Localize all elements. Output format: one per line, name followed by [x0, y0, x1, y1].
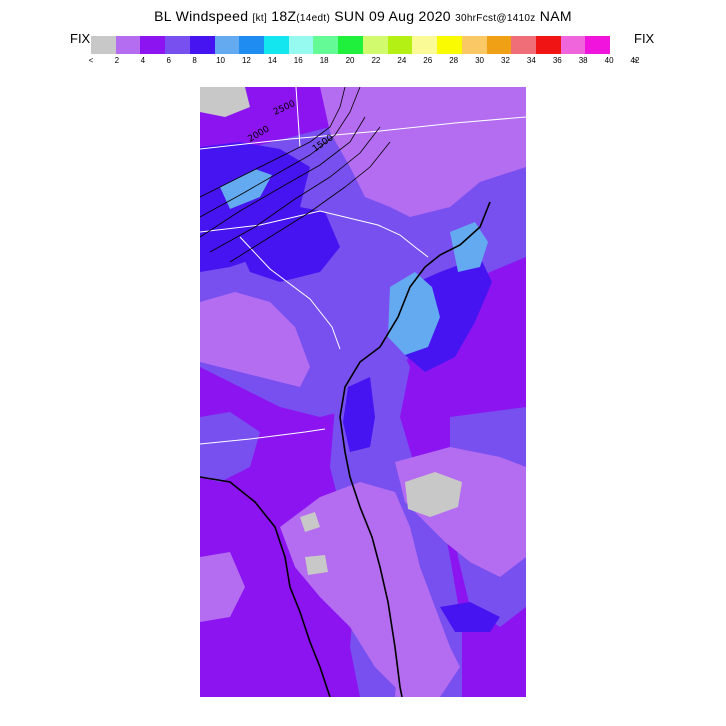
legend-tick-32: 32 — [501, 56, 510, 65]
lilac-region-west — [200, 292, 310, 387]
color-legend-ticks: < > 2 4 6 8 10 12 14 16 18 20 22 24 26 28 30 32 34 36 38 40… — [80, 56, 650, 68]
legend-swatch-20 — [585, 36, 611, 54]
legend-tick-6: 6 — [166, 56, 171, 65]
legend-swatch-2 — [140, 36, 166, 54]
legend-tick-greater: > — [632, 56, 638, 65]
legend-swatch-7 — [264, 36, 289, 54]
gray-region-offshore — [405, 472, 462, 517]
legend-swatch-4 — [189, 36, 215, 54]
windspeed-map-svg: 2500 2000 1500 — [200, 87, 526, 697]
color-legend-bar — [91, 36, 635, 54]
legend-swatch-18 — [535, 36, 561, 54]
gray-region-inland — [300, 512, 320, 532]
gray-region-northwest — [200, 87, 250, 117]
contour-line-2 — [200, 87, 361, 218]
legend-tick-28: 28 — [449, 56, 459, 65]
contour-line-3 — [200, 116, 366, 238]
legend-swatch-19 — [560, 36, 586, 54]
legend-swatch-8 — [288, 36, 314, 54]
legend-swatch-14 — [437, 36, 462, 54]
legend-tick-30: 30 — [475, 56, 485, 65]
gray-region-south — [305, 555, 328, 575]
lilac-region-northeast — [320, 87, 526, 217]
state-boundary-ga-fl — [200, 428, 326, 445]
legend-tick-34: 34 — [526, 56, 536, 65]
light-blue-region-offshore-small — [450, 222, 488, 272]
title-model: NAM — [539, 8, 572, 24]
state-boundary-al-ga — [295, 87, 301, 148]
contour-line-5 — [229, 141, 391, 263]
legend-tick-less: < — [88, 56, 94, 65]
blue-region-south — [440, 602, 500, 632]
blue-region-northwest — [200, 142, 310, 272]
legend-swatch-12 — [387, 36, 413, 54]
legend-tick-42: 42 — [630, 56, 640, 65]
title-time: 18Z — [271, 8, 297, 24]
legend-swatch-6 — [239, 36, 265, 54]
title-local: (14edt) — [296, 13, 331, 24]
map-title: BL Windspeed [kt] 18Z(14edt) SUN 09 Aug … — [0, 8, 726, 24]
legend-fix-left-label: FIX — [70, 31, 91, 46]
windspeed-map: 2500 2000 1500 — [200, 87, 526, 697]
height-contours — [200, 87, 391, 263]
legend-swatch-0 — [91, 36, 116, 54]
coastline-gulf — [200, 476, 331, 697]
contour-line-1 — [200, 87, 346, 198]
lilac-region-southwest — [200, 552, 245, 622]
light-blue-region-offshore-large — [388, 272, 440, 355]
legend-swatch-13 — [412, 36, 438, 54]
blue-region-central — [230, 205, 340, 282]
state-boundaries — [200, 87, 526, 445]
legend-tick-8: 8 — [192, 56, 197, 65]
legend-swatch-5 — [214, 36, 240, 54]
state-boundary-va-nc — [200, 116, 526, 150]
legend-swatch-16 — [486, 36, 512, 54]
title-main: BL Windspeed — [154, 8, 249, 24]
legend-tick-2: 2 — [114, 56, 120, 65]
legend-swatch-17 — [511, 36, 536, 54]
blue-violet-region-west — [200, 412, 260, 482]
legend-tick-12: 12 — [241, 56, 251, 65]
legend-tick-20: 20 — [345, 56, 355, 65]
legend-tick-38: 38 — [578, 56, 588, 65]
legend-tick-14: 14 — [267, 56, 277, 65]
state-boundary-sc-ga — [239, 236, 341, 350]
coastline-atlantic — [339, 201, 491, 697]
coastline — [200, 201, 491, 697]
legend-swatch-9 — [313, 36, 339, 54]
legend-tick-22: 22 — [371, 56, 381, 65]
legend-swatch-1 — [115, 36, 141, 54]
gray-fill-group — [200, 87, 462, 575]
legend-tick-36: 36 — [552, 56, 562, 65]
title-units: [kt] — [252, 13, 268, 24]
contour-line-4 — [209, 126, 381, 253]
legend-swatch-3 — [165, 36, 190, 54]
legend-swatch-11 — [362, 36, 388, 54]
legend-tick-26: 26 — [423, 56, 433, 65]
lilac-region-south-edge — [395, 627, 460, 697]
blue-region-nearshore — [343, 377, 375, 452]
title-forecast: 30hrFcst@1410z — [455, 13, 536, 24]
lilac-fill-group — [200, 87, 526, 697]
legend-tick-4: 4 — [140, 56, 146, 65]
legend-tick-40: 40 — [604, 56, 614, 65]
title-date: SUN 09 Aug 2020 — [334, 8, 451, 24]
legend-tick-18: 18 — [319, 56, 329, 65]
state-boundary-nc-sc — [200, 210, 429, 258]
legend-fix-right-label: FIX — [634, 31, 655, 46]
legend-swatch-15 — [461, 36, 487, 54]
legend-tick-24: 24 — [397, 56, 407, 65]
legend-swatch-10 — [338, 36, 363, 54]
legend-tick-16: 16 — [293, 56, 303, 65]
legend-tick-10: 10 — [216, 56, 225, 65]
